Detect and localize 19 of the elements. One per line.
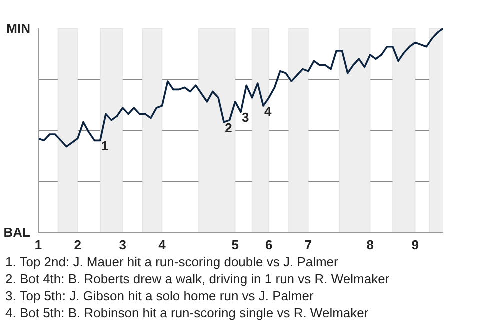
x-tick-label: 8	[366, 238, 374, 252]
x-tick-label: 6	[266, 238, 273, 252]
annotation: 4	[264, 104, 272, 120]
text: 2. Bot 4th: B. Roberts drew a walk, driving in 1 run vs R. Welmaker	[6, 272, 390, 286]
annotation: 2	[225, 120, 232, 136]
x-tick-label: 3	[119, 238, 126, 252]
x-tick-label: 7	[304, 238, 312, 252]
x-tick-label: 9	[412, 238, 419, 252]
text: 4. Bot 5th: B. Robinson hit a run-scoring single vs R. Welmaker	[6, 306, 370, 320]
text: BAL	[4, 225, 31, 240]
annotation: 1	[101, 138, 109, 154]
x-tick-label: 4	[158, 238, 167, 252]
text: 1. Top 2nd: J. Mauer hit a run-scoring double vs J. Palmer	[6, 254, 340, 270]
x-tick-label: 1	[34, 238, 42, 252]
x-tick-label: 2	[74, 238, 82, 252]
annotation: 3	[242, 110, 250, 126]
text: MIN	[6, 21, 31, 36]
text: 3. Top 5th: J. Gibson hit a solo home run vs J. Palmer	[6, 288, 314, 304]
x-tick-label: 5	[232, 238, 239, 252]
